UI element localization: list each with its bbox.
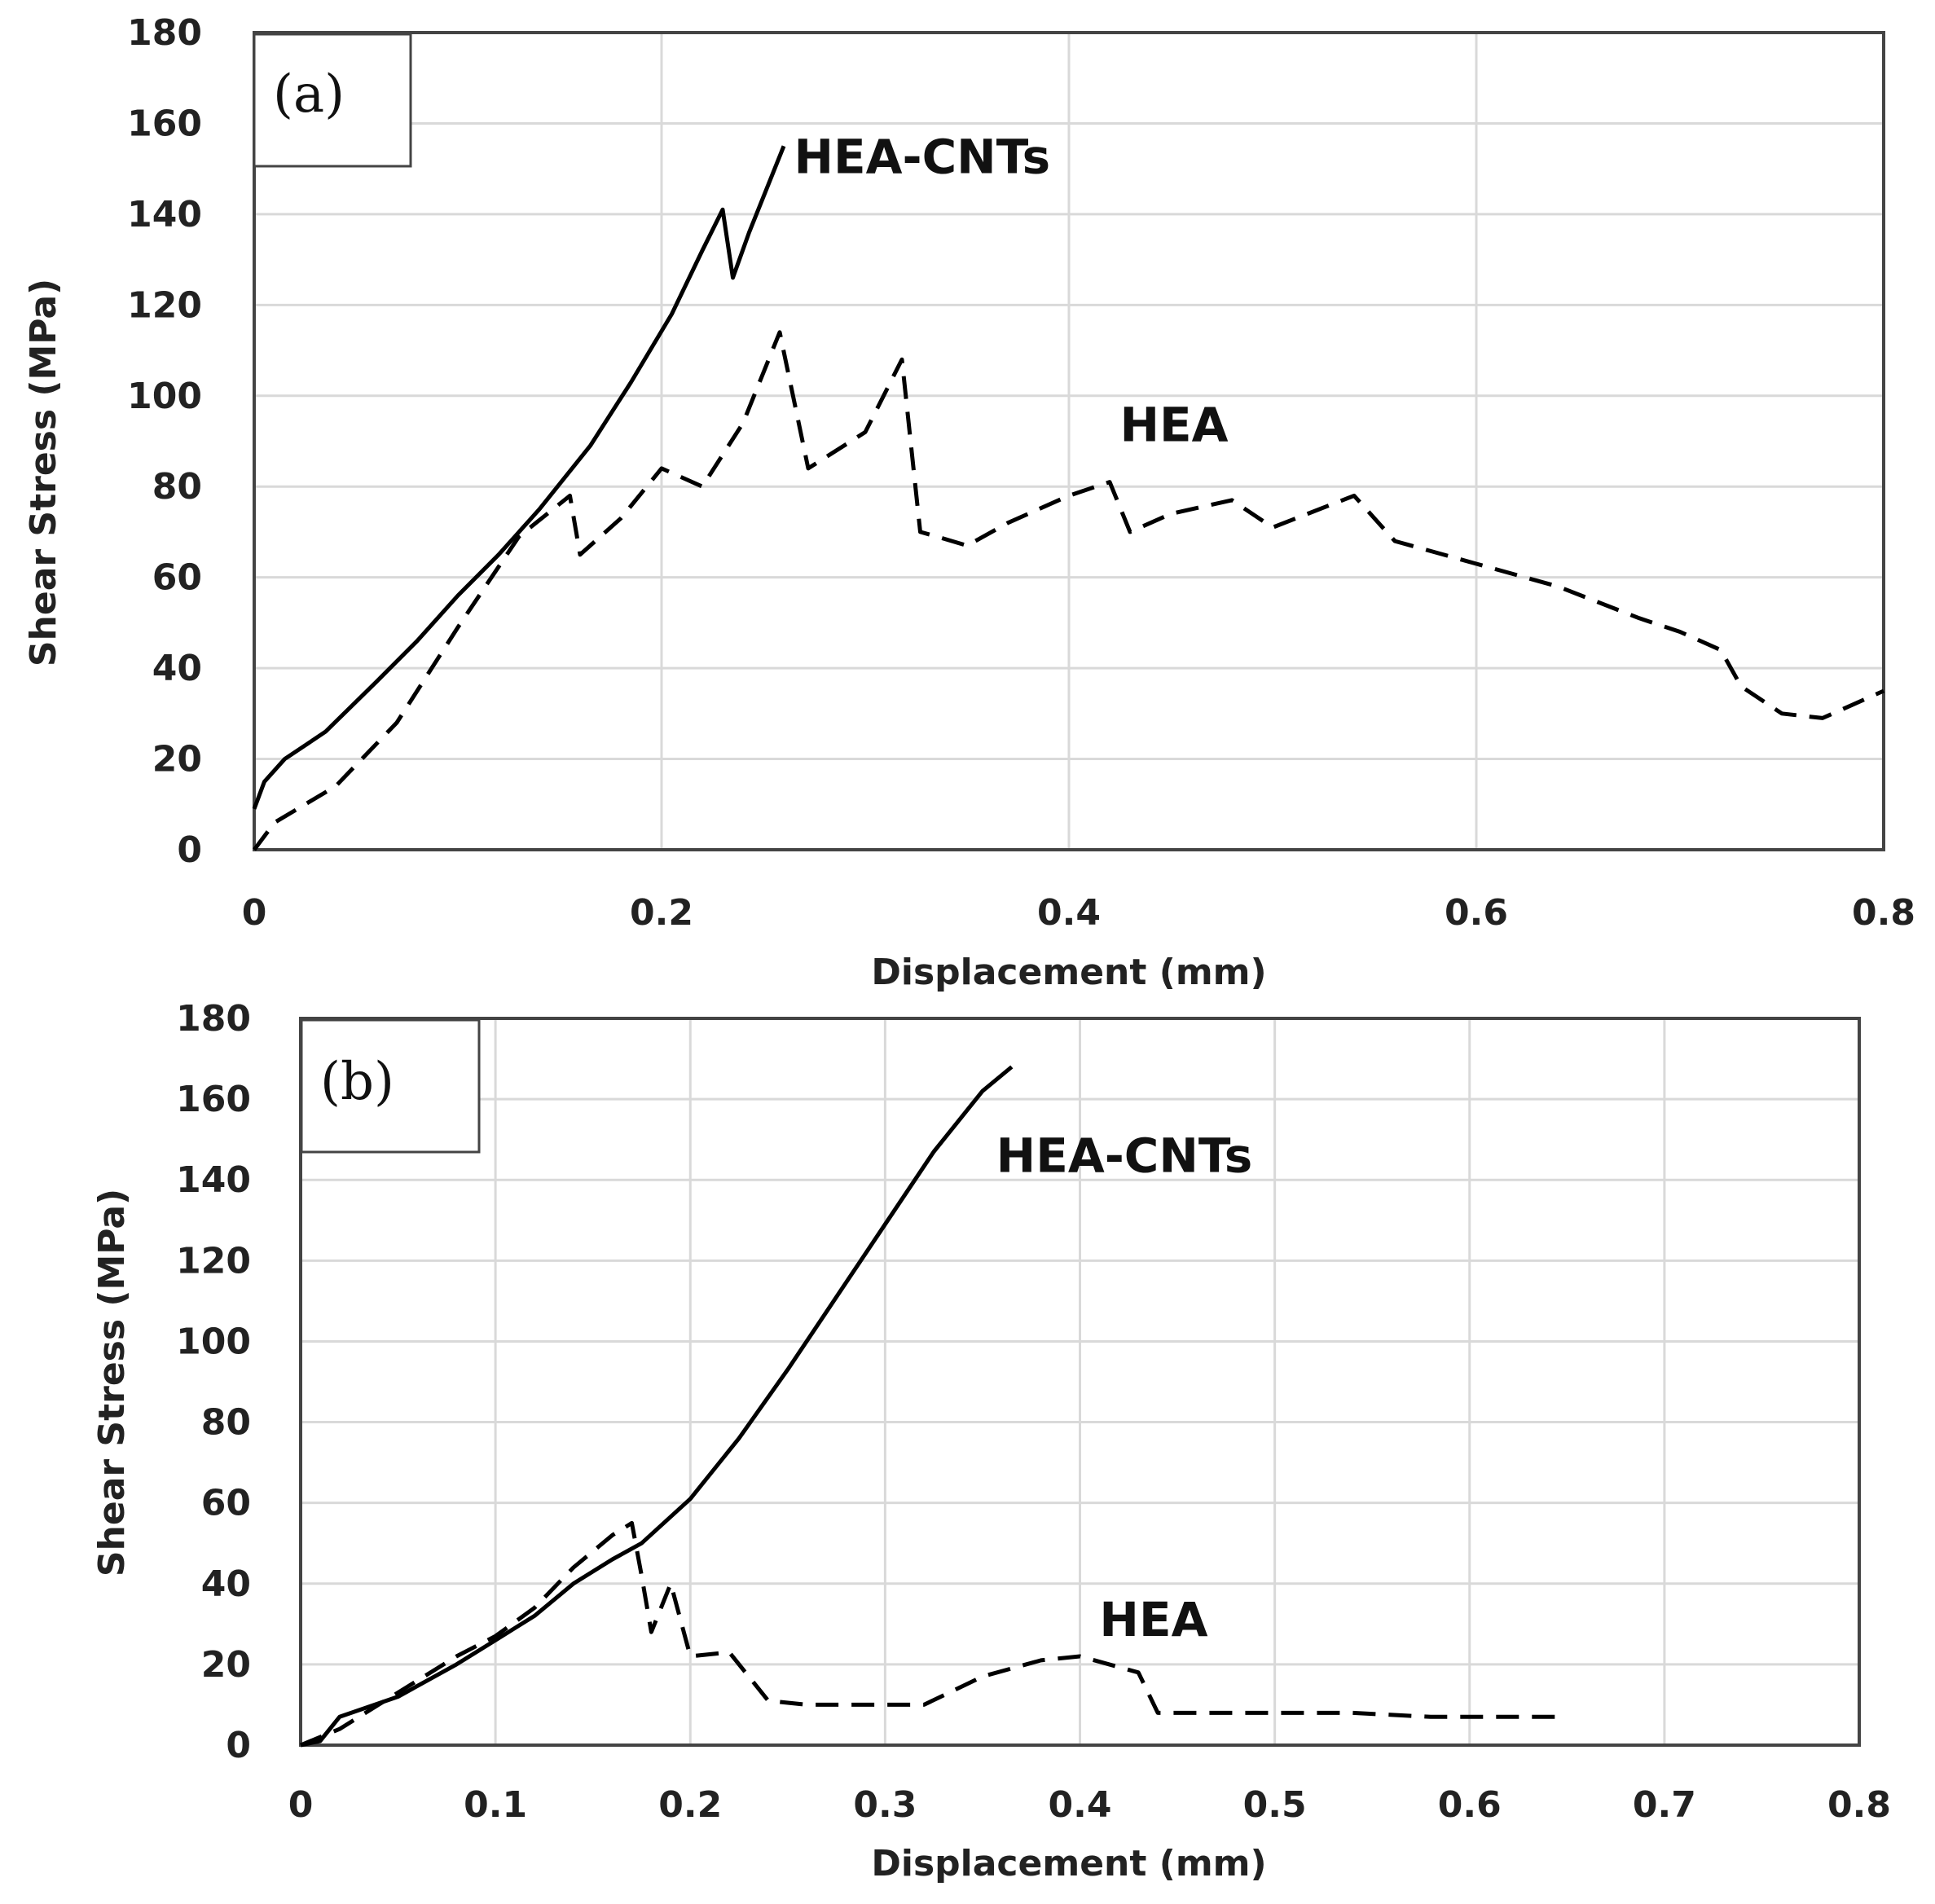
panel-b-x-ticks: 0 0.1 0.2 0.3 0.4 0.5 0.6 0.7 0.8 [288, 1784, 1891, 1826]
panel-a-x-tick-label: 0.8 [1852, 892, 1915, 934]
panel-b-plot-frame [299, 1017, 1861, 1747]
panel-b-x-tick-label: 0.3 [853, 1784, 917, 1826]
panel-b-y-tick-label: 0 [226, 1725, 251, 1766]
panel-a-x-ticks: 0 0.2 0.4 0.6 0.8 [242, 892, 1915, 934]
panel-a-x-tick-label: 0.6 [1445, 892, 1508, 934]
panel-b-series-labels: HEA-CNTs HEA [996, 1128, 1253, 1647]
panel-b-x-tick-label: 0.1 [464, 1784, 527, 1826]
panel-a-y-tick-label: 40 [152, 648, 202, 689]
panel-a-y-tick-label: 180 [127, 12, 202, 54]
panel-b-x-tick-label: 0.6 [1438, 1784, 1502, 1826]
panel-a-x-tick-label: 0 [242, 892, 267, 934]
panel-b-series-hea-line [300, 1520, 1558, 1748]
panel-b-y-tick-label: 180 [176, 998, 251, 1040]
panel-a-y-ticks: 0 20 40 60 80 100 120 140 160 180 [127, 12, 202, 871]
panel-b-y-tick-label: 80 [201, 1402, 251, 1444]
panel-b-series-hea-label: HEA [1099, 1592, 1207, 1647]
panel-a-series [252, 145, 1885, 851]
panel-b-series-hea-cnts-line [300, 1065, 1014, 1748]
panel-a-y-tick-label: 100 [127, 376, 202, 417]
panel-b-x-tick-label: 0.8 [1827, 1784, 1891, 1826]
panel-b-y-tick-label: 40 [201, 1563, 251, 1605]
panel-b-x-axis-title: Displacement (mm) [871, 1843, 1266, 1884]
chart-panel-b: 0 20 40 60 80 100 120 140 160 180 0 0.1 0.2 0.3 0.4 0.… [91, 998, 1891, 1884]
panel-b-label-box [300, 1018, 481, 1154]
panel-b-label: (b) [320, 1052, 394, 1112]
panel-a-y-tick-label: 160 [127, 103, 202, 144]
panel-b-x-tick-label: 0.4 [1049, 1784, 1112, 1826]
panel-a-y-tick-label: 120 [127, 284, 202, 326]
panel-a-y-tick-label: 0 [177, 829, 202, 871]
panel-a-x-tick-label: 0.2 [630, 892, 693, 934]
panel-a-y-axis-title: Shear Stress (MPa) [23, 279, 64, 666]
panel-b-y-tick-label: 120 [176, 1240, 251, 1282]
panel-b-x-tick-label: 0 [288, 1784, 314, 1826]
panel-a-label: (a) [273, 64, 345, 125]
panel-a-y-tick-label: 140 [127, 194, 202, 235]
panel-b-y-tick-label: 140 [176, 1159, 251, 1201]
chart-panel-a: 0 20 40 60 80 100 120 140 160 180 0 0.2 0.4 0.6 0.8 D… [23, 12, 1915, 993]
panel-a-series-hea-label: HEA [1120, 398, 1229, 453]
panel-a-grid [253, 31, 1885, 851]
panel-b-y-tick-label: 100 [176, 1321, 251, 1362]
panel-a-series-hea-cnts-label: HEA-CNTs [794, 130, 1051, 185]
panel-b-x-tick-label: 0.5 [1243, 1784, 1307, 1826]
panel-a-y-tick-label: 20 [152, 739, 202, 781]
panel-a-series-labels: HEA-CNTs HEA [794, 130, 1229, 453]
panel-b-y-ticks: 0 20 40 60 80 100 120 140 160 180 [176, 998, 251, 1766]
panel-b-series [300, 1065, 1558, 1748]
panel-b-y-tick-label: 20 [201, 1644, 251, 1686]
panel-a-label-box [253, 33, 412, 168]
panel-a-y-tick-label: 80 [152, 466, 202, 508]
panel-a-x-axis-title: Displacement (mm) [871, 952, 1266, 993]
panel-b-y-axis-title: Shear Stress (MPa) [91, 1189, 133, 1576]
panel-b-x-tick-label: 0.2 [658, 1784, 722, 1826]
panel-b-x-tick-label: 0.7 [1633, 1784, 1696, 1826]
panel-a-series-hea-cnts-line [252, 145, 786, 810]
panel-b-y-tick-label: 60 [201, 1483, 251, 1524]
panel-a-x-tick-label: 0.4 [1037, 892, 1101, 934]
panel-a-plot-frame [253, 31, 1885, 851]
panel-a-series-hea-line [252, 330, 1885, 851]
panel-b-y-tick-label: 160 [176, 1079, 251, 1120]
panel-a-y-tick-label: 60 [152, 557, 202, 599]
panel-b-series-hea-cnts-label: HEA-CNTs [996, 1128, 1253, 1183]
